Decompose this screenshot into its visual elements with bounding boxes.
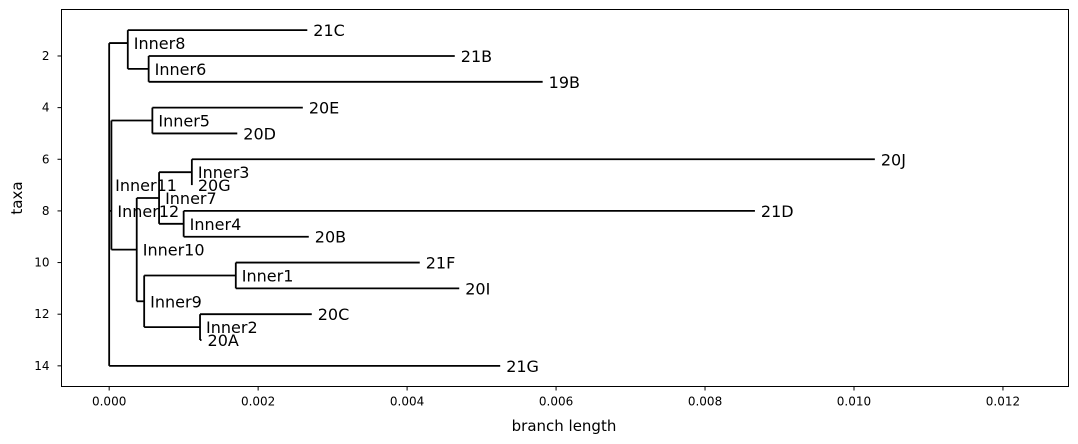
y-tick-label: 4: [42, 101, 50, 115]
node-labels: Inner8Inner1121CInner621B19BInner12Inner…: [115, 21, 906, 376]
node-label-20G: 20G: [198, 176, 231, 195]
x-axis: 0.000 0.002 0.004 0.006 0.008 0.010 0.012: [92, 386, 1020, 409]
x-tick-label: 0.004: [390, 395, 424, 409]
node-label-19B: 19B: [549, 73, 580, 92]
x-tick-label: 0.012: [986, 395, 1020, 409]
x-tick-label: 0.002: [241, 395, 275, 409]
x-axis-title: branch length: [512, 417, 617, 435]
node-label-Inner11: Inner11: [115, 176, 177, 195]
node-label-21F: 21F: [426, 254, 456, 273]
node-label-Inner10: Inner10: [143, 241, 205, 260]
node-label-Inner1: Inner1: [242, 266, 294, 285]
node-label-20J: 20J: [881, 150, 906, 169]
y-tick-label: 10: [34, 256, 49, 270]
tree-branches: [108, 29, 875, 367]
node-label-Inner8: Inner8: [134, 34, 186, 53]
y-tick-label: 6: [42, 152, 50, 166]
node-label-Inner6: Inner6: [155, 60, 207, 79]
x-tick-label: 0.000: [92, 395, 126, 409]
node-label-Inner5: Inner5: [158, 112, 210, 131]
node-label-Inner12: Inner12: [117, 202, 179, 221]
node-label-Inner2: Inner2: [206, 318, 258, 337]
node-label-20I: 20I: [465, 279, 490, 298]
node-label-20B: 20B: [315, 228, 346, 247]
y-tick-label: 2: [42, 49, 50, 63]
node-label-Inner7: Inner7: [165, 189, 217, 208]
node-label-Inner4: Inner4: [190, 215, 242, 234]
plot-frame: [61, 9, 1069, 387]
y-tick-label: 12: [34, 307, 49, 321]
node-label-Inner3: Inner3: [198, 163, 250, 182]
x-tick-label: 0.008: [688, 395, 722, 409]
node-label-20E: 20E: [309, 99, 339, 118]
y-axis-title: taxa: [8, 181, 26, 214]
node-label-21B: 21B: [461, 47, 492, 66]
y-tick-label: 8: [42, 204, 50, 218]
y-tick-label: 14: [34, 359, 49, 373]
node-label-Inner9: Inner9: [150, 292, 202, 311]
node-label-20A: 20A: [208, 331, 239, 350]
node-label-20C: 20C: [318, 305, 350, 324]
node-label-21G: 21G: [506, 357, 539, 376]
node-label-21D: 21D: [761, 202, 794, 221]
node-label-21C: 21C: [313, 21, 345, 40]
node-label-20D: 20D: [243, 124, 276, 143]
x-tick-label: 0.010: [837, 395, 871, 409]
x-tick-label: 0.006: [539, 395, 573, 409]
y-axis: 2 4 6 8 10 12 14: [34, 49, 62, 373]
